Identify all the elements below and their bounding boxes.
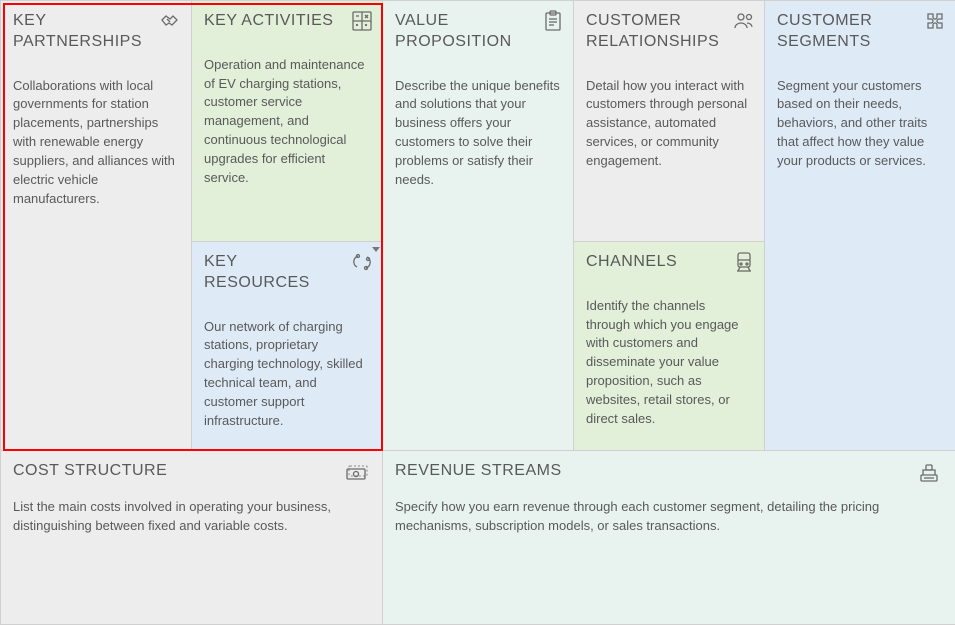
cell-key-resources: KEY RESOURCES Our network of charging st… [192,242,382,450]
calculator-icon [350,9,374,33]
cell-channels: CHANNELS Identify the channels through w… [574,242,764,450]
cell-revenue-streams: REVENUE STREAMS Specify how you earn rev… [383,451,955,624]
cell-body: Describe the unique benefits and solutio… [395,77,561,190]
cell-title: CUSTOMER RELATIONSHIPS [586,11,752,53]
cell-body: Segment your customers based on their ne… [777,77,943,171]
cell-title: CHANNELS [586,252,752,273]
users-icon [732,9,756,33]
cell-body: Identify the channels through which you … [586,297,752,429]
business-model-canvas: KEY PARTNERSHIPS Collaborations with loc… [0,0,955,625]
cell-customer-segments: CUSTOMER SEGMENTS Segment your customers… [765,1,955,450]
cell-key-activities: KEY ACTIVITIES Operation and maintenance… [192,1,382,241]
money-icon [344,461,368,485]
register-icon [917,461,941,485]
cell-body: Collaborations with local governments fo… [13,77,179,209]
cell-body: List the main costs involved in operatin… [13,498,370,536]
cell-title: COST STRUCTURE [13,461,370,482]
cell-title: CUSTOMER SEGMENTS [777,11,943,53]
handshake-icon [159,9,183,33]
cell-title: KEY PARTNERSHIPS [13,11,179,53]
cell-key-partnerships: KEY PARTNERSHIPS Collaborations with loc… [1,1,191,450]
recycle-icon [350,250,374,274]
cell-title: KEY RESOURCES [204,252,370,294]
cell-title: KEY ACTIVITIES [204,11,370,32]
train-icon [732,250,756,274]
clipboard-icon [541,9,565,33]
cell-title: REVENUE STREAMS [395,461,943,482]
cell-title: VALUE PROPOSITION [395,11,561,53]
cell-body: Our network of charging stations, propri… [204,318,370,431]
cell-body: Detail how you interact with customers t… [586,77,752,171]
cell-body: Specify how you earn revenue through eac… [395,498,943,536]
cell-value-proposition: VALUE PROPOSITION Describe the unique be… [383,1,573,450]
cell-customer-relationships: CUSTOMER RELATIONSHIPS Detail how you in… [574,1,764,241]
cell-body: Operation and maintenance of EV charging… [204,56,370,188]
cell-cost-structure: COST STRUCTURE List the main costs invol… [1,451,382,624]
puzzle-icon [923,9,947,33]
